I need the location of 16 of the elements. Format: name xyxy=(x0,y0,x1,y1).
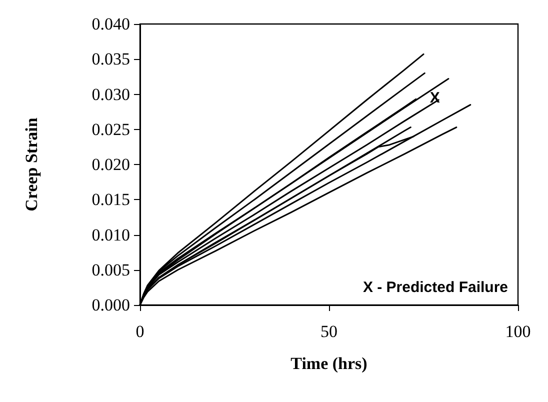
y-tick-label: 0.030 xyxy=(92,84,130,104)
y-tick-label: 0.035 xyxy=(92,50,130,69)
y-axis-title: Creep Strain xyxy=(22,117,41,212)
annotation: X - Predicted Failure xyxy=(362,279,508,296)
annotation: X xyxy=(430,89,440,106)
x-tick-label: 0 xyxy=(136,322,144,341)
y-tick-label: 0.025 xyxy=(92,120,130,139)
x-axis-title: Time (hrs) xyxy=(290,354,368,373)
y-tick-label: 0.010 xyxy=(92,225,130,244)
y-tick-label: 0.015 xyxy=(92,190,130,210)
x-tick-label: 100 xyxy=(505,322,531,341)
x-tick-label: 50 xyxy=(320,322,338,341)
y-tick-label: 0.000 xyxy=(92,296,130,314)
y-tick-label: 0.020 xyxy=(92,155,130,174)
y-tick-label: 0.040 xyxy=(92,14,130,34)
y-tick-label: 0.005 xyxy=(92,260,130,280)
